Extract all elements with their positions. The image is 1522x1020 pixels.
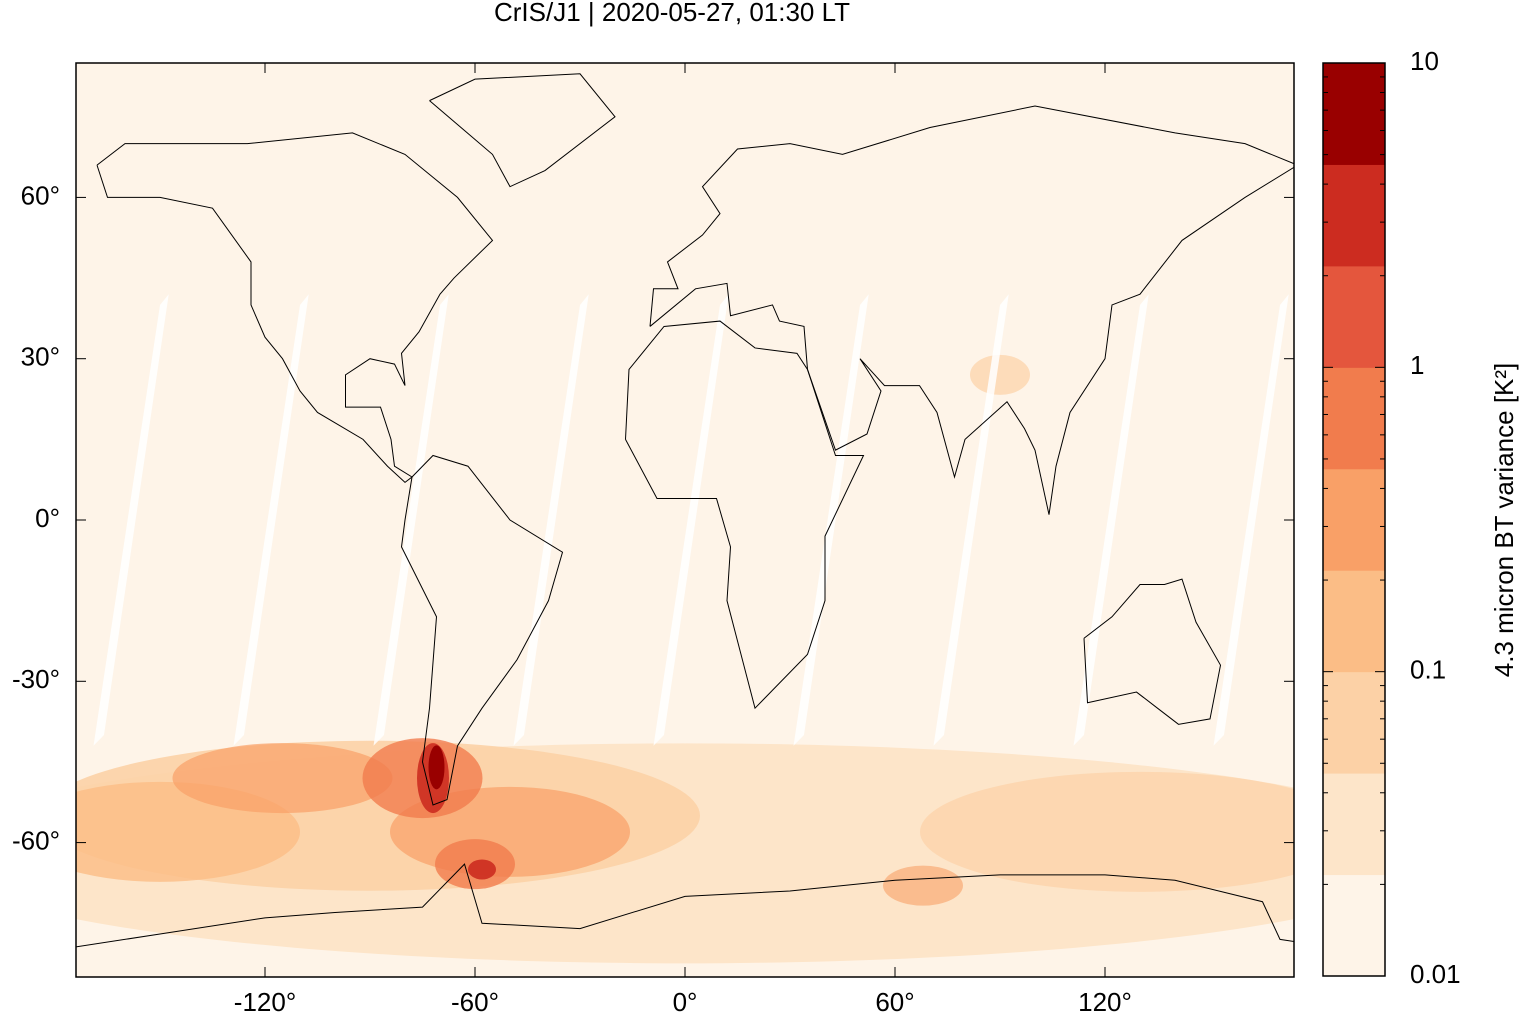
colorbar-band	[1323, 164, 1385, 267]
chart-title: CrIS/J1 | 2020-05-27, 01:30 LT	[494, 0, 850, 27]
coastline	[1083, 578, 1222, 725]
colorbar-tick-label: 0.1	[1410, 655, 1446, 685]
colorbar-band	[1323, 671, 1385, 774]
colorbar-frame	[1322, 62, 1386, 977]
swath-gap	[93, 294, 169, 746]
swath-gap	[653, 294, 729, 746]
x-tick-label: 120°	[1078, 987, 1132, 1017]
swath-gap	[1213, 294, 1289, 746]
coastline	[625, 320, 865, 710]
swath-gap	[233, 294, 309, 746]
coastline	[649, 105, 1294, 515]
coastline	[400, 454, 564, 806]
map-area	[76, 63, 1294, 977]
swath-gap	[513, 294, 589, 746]
colorbar-band	[1323, 874, 1385, 977]
coastline	[76, 863, 1294, 948]
y-tick-label: -30°	[12, 664, 60, 694]
y-tick-label: 30°	[21, 342, 60, 372]
swath-gap	[373, 294, 449, 746]
field-shading	[883, 865, 963, 906]
field-shading	[428, 745, 445, 790]
x-tick-label: -120°	[234, 987, 296, 1017]
field-shading	[172, 743, 393, 814]
field-shading	[920, 771, 1294, 892]
field-shading	[468, 859, 496, 880]
y-tick-label: 0°	[35, 503, 60, 533]
swath-gap	[793, 294, 869, 746]
colorbar: 10 1 0.1 0.01	[1322, 46, 1461, 989]
x-tick-label: 60°	[875, 987, 914, 1017]
colorbar-band	[1323, 570, 1385, 673]
y-tick-label: -60°	[12, 825, 60, 855]
colorbar-band	[1323, 468, 1385, 571]
colorbar-tick-label: 10	[1410, 46, 1439, 76]
coastline	[429, 73, 616, 188]
x-tick-label: 0°	[673, 987, 698, 1017]
colorbar-band	[1323, 367, 1385, 470]
colorbar-tick-label: 0.01	[1410, 959, 1461, 989]
colorbar-band	[1323, 63, 1385, 165]
swath-gap	[1073, 294, 1149, 746]
colorbar-label: 4.3 micron BT variance [K²]	[1489, 363, 1519, 678]
colorbar-band	[1323, 265, 1385, 368]
field-shading	[970, 354, 1030, 395]
swath-gap	[933, 294, 1009, 746]
colorbar-tick-label: 1	[1410, 350, 1424, 380]
colorbar-band	[1323, 773, 1385, 876]
x-tick-label: -60°	[451, 987, 499, 1017]
coastline	[96, 132, 494, 484]
y-tick-label: 60°	[21, 180, 60, 210]
